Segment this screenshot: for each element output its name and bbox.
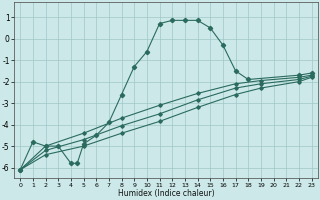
X-axis label: Humidex (Indice chaleur): Humidex (Indice chaleur) <box>117 189 214 198</box>
